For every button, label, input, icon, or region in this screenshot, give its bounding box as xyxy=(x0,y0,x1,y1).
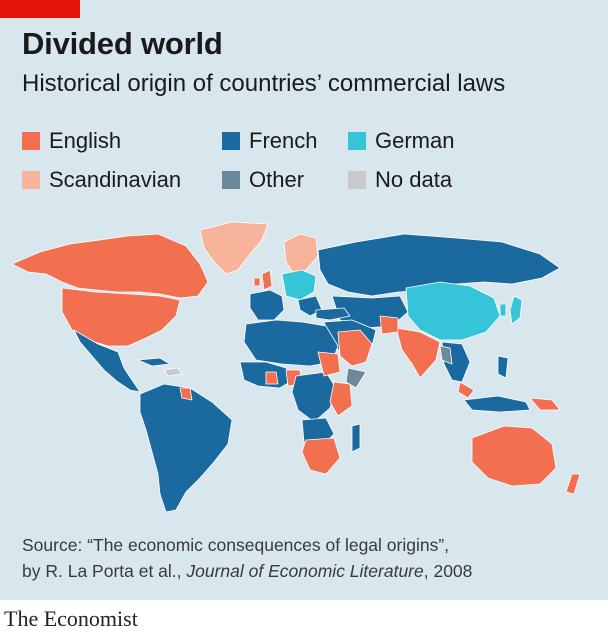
source-line-1: Source: “The economic consequences of le… xyxy=(22,535,450,555)
russia xyxy=(317,233,561,297)
central-europe xyxy=(281,269,317,301)
legend-label-scandinavian: Scandinavian xyxy=(49,167,182,192)
legend-swatch-other xyxy=(222,171,240,189)
world-map-svg xyxy=(11,221,581,513)
madagascar xyxy=(351,423,361,453)
east-africa xyxy=(329,381,353,417)
myanmar xyxy=(439,345,453,365)
china xyxy=(405,281,501,341)
korea xyxy=(499,303,507,317)
arabia xyxy=(337,329,373,367)
caribbean xyxy=(163,367,183,377)
ireland xyxy=(253,277,261,287)
brand-logo-text: The Economist xyxy=(4,606,138,631)
source-year: , 2008 xyxy=(423,561,473,581)
legend-item-no-data: No data xyxy=(348,167,452,193)
legend-swatch-scandinavian xyxy=(22,171,40,189)
indonesia xyxy=(463,395,531,413)
southern-africa xyxy=(301,437,341,475)
legend-item-scandinavian: Scandinavian xyxy=(22,167,181,193)
india xyxy=(395,327,441,379)
west-africa-eng xyxy=(265,371,279,385)
chart-subtitle: Historical origin of countries’ commerci… xyxy=(22,70,506,97)
chart-title: Divided world xyxy=(22,26,223,61)
new-zealand xyxy=(565,473,581,495)
legend-label-other: Other xyxy=(249,167,305,192)
canada xyxy=(11,233,209,299)
legend-label-french: French xyxy=(249,128,318,153)
source-line-2: by R. La Porta et al., Journal of Econom… xyxy=(22,558,592,584)
uk xyxy=(261,269,273,291)
philippines xyxy=(497,355,509,379)
france-iberia xyxy=(249,289,285,321)
legend-item-other: Other xyxy=(222,167,304,193)
source-authors: by R. La Porta et al., xyxy=(22,561,187,581)
sudan xyxy=(317,351,341,377)
legend-item-english: English xyxy=(22,128,121,154)
legend-swatch-french xyxy=(222,132,240,150)
cuba xyxy=(137,357,171,367)
scandinavia xyxy=(283,233,319,275)
source-note: Source: “The economic consequences of le… xyxy=(22,532,592,584)
legend-label-german: German xyxy=(375,128,455,153)
australia xyxy=(471,425,557,487)
japan xyxy=(509,295,523,325)
legend-label-no-data: No data xyxy=(375,167,453,192)
mexico xyxy=(73,329,141,393)
legend: English French German Scandinavian Other… xyxy=(22,128,602,198)
legend-swatch-no-data xyxy=(348,171,366,189)
economist-red-tag xyxy=(0,0,80,18)
horn-africa xyxy=(345,367,367,389)
legend-item-german: German xyxy=(348,128,454,154)
greenland xyxy=(199,221,269,275)
png xyxy=(529,397,561,411)
guyana xyxy=(179,387,193,401)
world-map xyxy=(0,212,608,522)
legend-swatch-english xyxy=(22,132,40,150)
turkey xyxy=(315,307,351,321)
source-journal: Journal of Economic Literature xyxy=(186,561,424,581)
legend-label-english: English xyxy=(49,128,122,153)
afghanistan xyxy=(379,315,399,335)
malaysia xyxy=(457,381,475,399)
legend-item-french: French xyxy=(222,128,317,154)
legend-swatch-german xyxy=(348,132,366,150)
south-america xyxy=(139,383,233,513)
central-africa xyxy=(291,371,337,423)
